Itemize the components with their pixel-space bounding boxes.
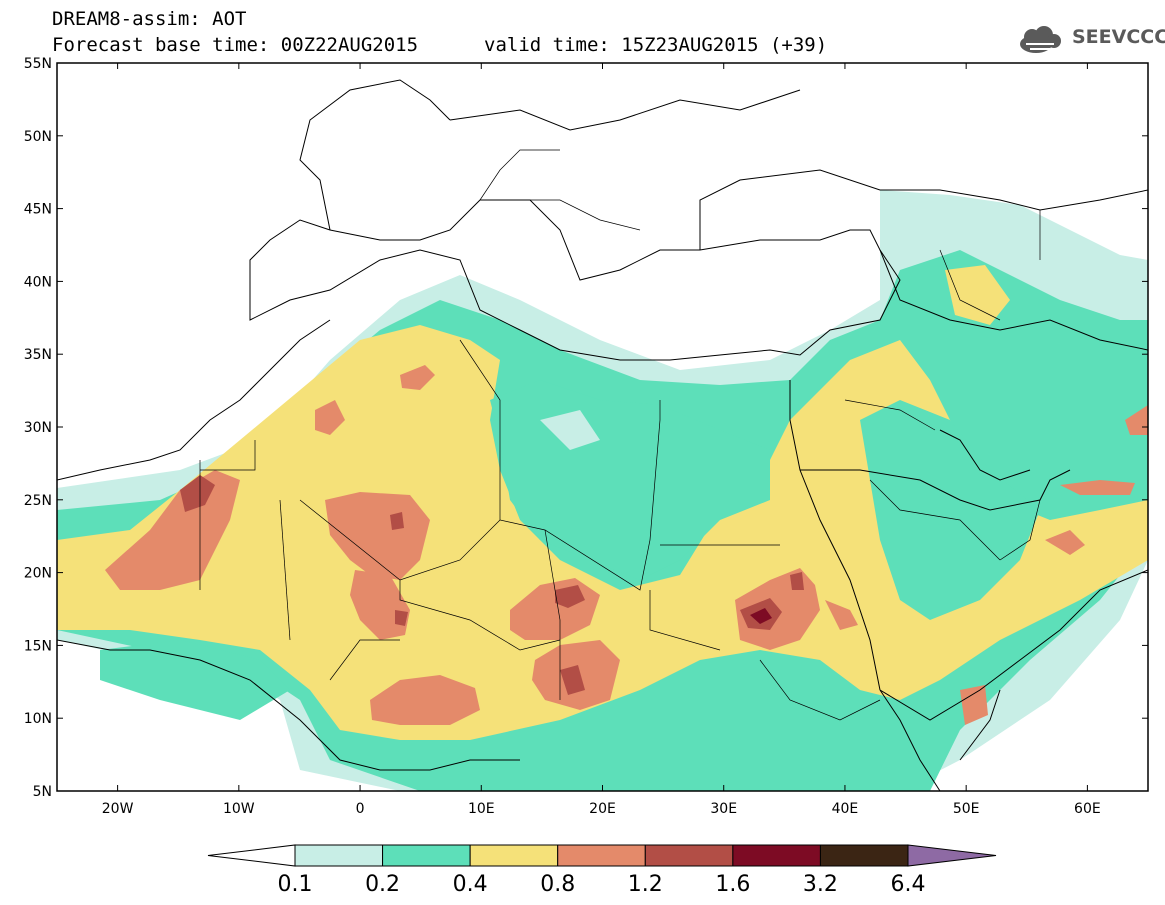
lat-tick-label: 20N xyxy=(24,566,52,582)
lat-tick-label: 10N xyxy=(24,711,52,727)
lat-tick-label: 15N xyxy=(24,638,52,654)
colorbar-label: 1.6 xyxy=(715,872,751,897)
lon-tick-label: 20W xyxy=(102,801,134,817)
lon-tick-label: 20E xyxy=(589,801,616,817)
colorbar-swatch xyxy=(382,844,471,867)
lon-tick-label: 40E xyxy=(832,801,859,817)
country-borders xyxy=(199,149,1041,721)
lat-axis: 55N 50N 45N 40N 35N 30N 25N 20N 15N 10N 5N xyxy=(24,56,1148,800)
lat-tick-label: 35N xyxy=(24,347,52,363)
colorbar-label: 1.2 xyxy=(627,872,663,897)
aot-max-cell xyxy=(750,608,772,624)
valid-time: valid time: 15Z23AUG2015 (+39) xyxy=(484,34,828,56)
colorbar-label: 0.8 xyxy=(540,872,576,897)
lon-tick-label: 50E xyxy=(953,801,980,817)
colorbar-low-arrow xyxy=(207,844,296,867)
lat-tick-label: 30N xyxy=(24,420,52,436)
cloud-icon xyxy=(1020,26,1061,53)
lat-tick-label: 55N xyxy=(24,56,52,72)
lon-axis: 20W 10W 0 10E 20E 30E 40E 50E 60E xyxy=(102,63,1101,817)
colorbar-high-arrow xyxy=(907,844,997,867)
lon-tick-label: 10E xyxy=(468,801,495,817)
lat-tick-label: 50N xyxy=(24,129,52,145)
colorbar-swatch xyxy=(732,844,821,867)
lat-tick-label: 40N xyxy=(24,274,52,290)
colorbar-swatch xyxy=(819,844,909,867)
logo-text: SEEVCCC xyxy=(1072,26,1165,48)
colorbar-label: 0.1 xyxy=(277,872,313,897)
lon-tick-label: 60E xyxy=(1074,801,1101,817)
lat-tick-label: 5N xyxy=(33,784,52,800)
colorbar-label: 3.2 xyxy=(802,872,838,897)
colorbar-label: 0.2 xyxy=(365,872,401,897)
forecast-base-time: Forecast base time: 00Z22AUG2015 xyxy=(52,34,419,56)
lon-tick-label: 10W xyxy=(223,801,255,817)
aot-field xyxy=(57,190,1148,791)
colorbar-label: 6.4 xyxy=(890,872,926,897)
colorbar xyxy=(207,844,997,867)
colorbar-swatch xyxy=(557,844,646,867)
colorbar-swatch xyxy=(644,844,734,867)
colorbar-swatch xyxy=(469,844,559,867)
lon-tick-label: 30E xyxy=(710,801,737,817)
lat-tick-label: 45N xyxy=(24,202,52,218)
lon-tick-label: 0 xyxy=(356,801,365,817)
colorbar-label: 0.4 xyxy=(452,872,488,897)
colorbar-swatch xyxy=(294,844,384,867)
map-title: DREAM8-assim: AOT xyxy=(52,8,247,30)
lat-tick-label: 25N xyxy=(24,493,52,509)
coastlines xyxy=(57,79,1148,791)
